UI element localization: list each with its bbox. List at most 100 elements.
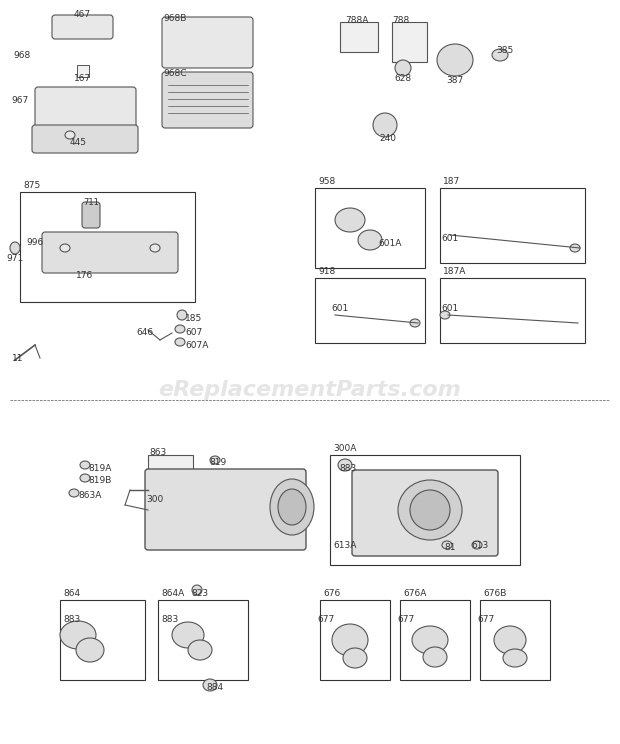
Bar	[480, 600, 550, 680]
Text: 167: 167	[74, 74, 92, 83]
Ellipse shape	[60, 244, 70, 252]
Ellipse shape	[335, 208, 365, 232]
Text: 788: 788	[392, 16, 409, 25]
Text: 968C: 968C	[163, 68, 187, 77]
Text: 385: 385	[497, 45, 513, 54]
Text: 300A: 300A	[333, 444, 356, 453]
Text: 467: 467	[73, 10, 91, 19]
FancyBboxPatch shape	[35, 87, 136, 128]
Text: 677: 677	[477, 615, 495, 624]
Text: 864: 864	[63, 589, 80, 598]
Ellipse shape	[177, 310, 187, 320]
Ellipse shape	[278, 489, 306, 525]
Ellipse shape	[442, 541, 452, 549]
Text: 445: 445	[69, 138, 87, 147]
FancyBboxPatch shape	[145, 469, 306, 550]
Ellipse shape	[270, 479, 314, 535]
Bar	[158, 600, 248, 680]
Text: 884: 884	[206, 684, 224, 693]
Text: 967: 967	[11, 95, 29, 104]
Ellipse shape	[10, 242, 20, 254]
Ellipse shape	[358, 230, 382, 250]
Bar	[77, 65, 89, 77]
Ellipse shape	[60, 621, 96, 649]
Text: 677: 677	[397, 615, 415, 624]
Text: 819A: 819A	[88, 464, 112, 472]
Text: 601: 601	[441, 234, 459, 243]
Text: 996: 996	[27, 237, 43, 246]
Text: eReplacementParts.com: eReplacementParts.com	[159, 380, 461, 400]
Text: 601A: 601A	[378, 239, 402, 248]
FancyBboxPatch shape	[42, 232, 178, 273]
Ellipse shape	[398, 480, 462, 540]
Text: 676: 676	[323, 589, 340, 598]
Ellipse shape	[69, 489, 79, 497]
Ellipse shape	[175, 338, 185, 346]
Bar	[340, 22, 378, 52]
Bar	[440, 188, 585, 263]
FancyBboxPatch shape	[52, 15, 113, 39]
Bar	[148, 455, 193, 473]
Ellipse shape	[423, 647, 447, 667]
Text: 185: 185	[185, 313, 202, 322]
Text: 819: 819	[210, 458, 227, 466]
Ellipse shape	[410, 490, 450, 530]
Text: 958: 958	[318, 177, 335, 186]
FancyBboxPatch shape	[352, 470, 498, 556]
Bar	[315, 278, 425, 343]
Text: 676A: 676A	[403, 589, 427, 598]
Bar	[20, 192, 195, 302]
Text: 883: 883	[339, 464, 356, 472]
Text: 607A: 607A	[185, 341, 208, 350]
Ellipse shape	[503, 649, 527, 667]
FancyBboxPatch shape	[82, 202, 100, 228]
Text: 968: 968	[14, 51, 30, 60]
Bar	[60, 600, 145, 680]
Text: 823: 823	[192, 589, 208, 597]
Ellipse shape	[494, 626, 526, 654]
Bar	[330, 455, 520, 565]
Text: 788A: 788A	[345, 16, 368, 25]
Text: 918: 918	[318, 267, 335, 276]
Ellipse shape	[440, 311, 450, 319]
Ellipse shape	[192, 585, 202, 595]
Text: 968B: 968B	[163, 13, 187, 22]
Ellipse shape	[570, 244, 580, 252]
Text: 971: 971	[6, 254, 24, 263]
Ellipse shape	[80, 461, 90, 469]
Text: 613A: 613A	[334, 540, 356, 550]
Ellipse shape	[472, 541, 482, 549]
Text: 646: 646	[136, 327, 154, 336]
Text: 883: 883	[161, 615, 179, 624]
Text: 601: 601	[441, 304, 459, 312]
Ellipse shape	[343, 648, 367, 668]
Bar	[320, 600, 390, 680]
FancyBboxPatch shape	[162, 72, 253, 128]
Text: 187A: 187A	[443, 267, 466, 276]
Text: 613: 613	[471, 540, 489, 550]
Text: 628: 628	[394, 74, 412, 83]
FancyBboxPatch shape	[32, 125, 138, 153]
Bar	[392, 22, 427, 62]
Ellipse shape	[437, 44, 473, 76]
Text: 81: 81	[445, 544, 456, 553]
Ellipse shape	[338, 459, 352, 471]
FancyBboxPatch shape	[162, 17, 253, 68]
Text: 819B: 819B	[88, 475, 112, 484]
Text: 863A: 863A	[78, 490, 102, 499]
Ellipse shape	[395, 60, 411, 76]
Ellipse shape	[172, 622, 204, 648]
Ellipse shape	[412, 626, 448, 654]
Ellipse shape	[492, 49, 508, 61]
Ellipse shape	[410, 319, 420, 327]
Ellipse shape	[80, 474, 90, 482]
Ellipse shape	[203, 679, 217, 691]
Ellipse shape	[332, 624, 368, 656]
Ellipse shape	[373, 113, 397, 137]
Text: 677: 677	[317, 615, 335, 624]
Text: 300: 300	[146, 496, 164, 504]
Text: 176: 176	[76, 271, 94, 280]
Bar	[400, 600, 470, 680]
Text: 11: 11	[12, 353, 24, 362]
Text: 676B: 676B	[483, 589, 507, 598]
